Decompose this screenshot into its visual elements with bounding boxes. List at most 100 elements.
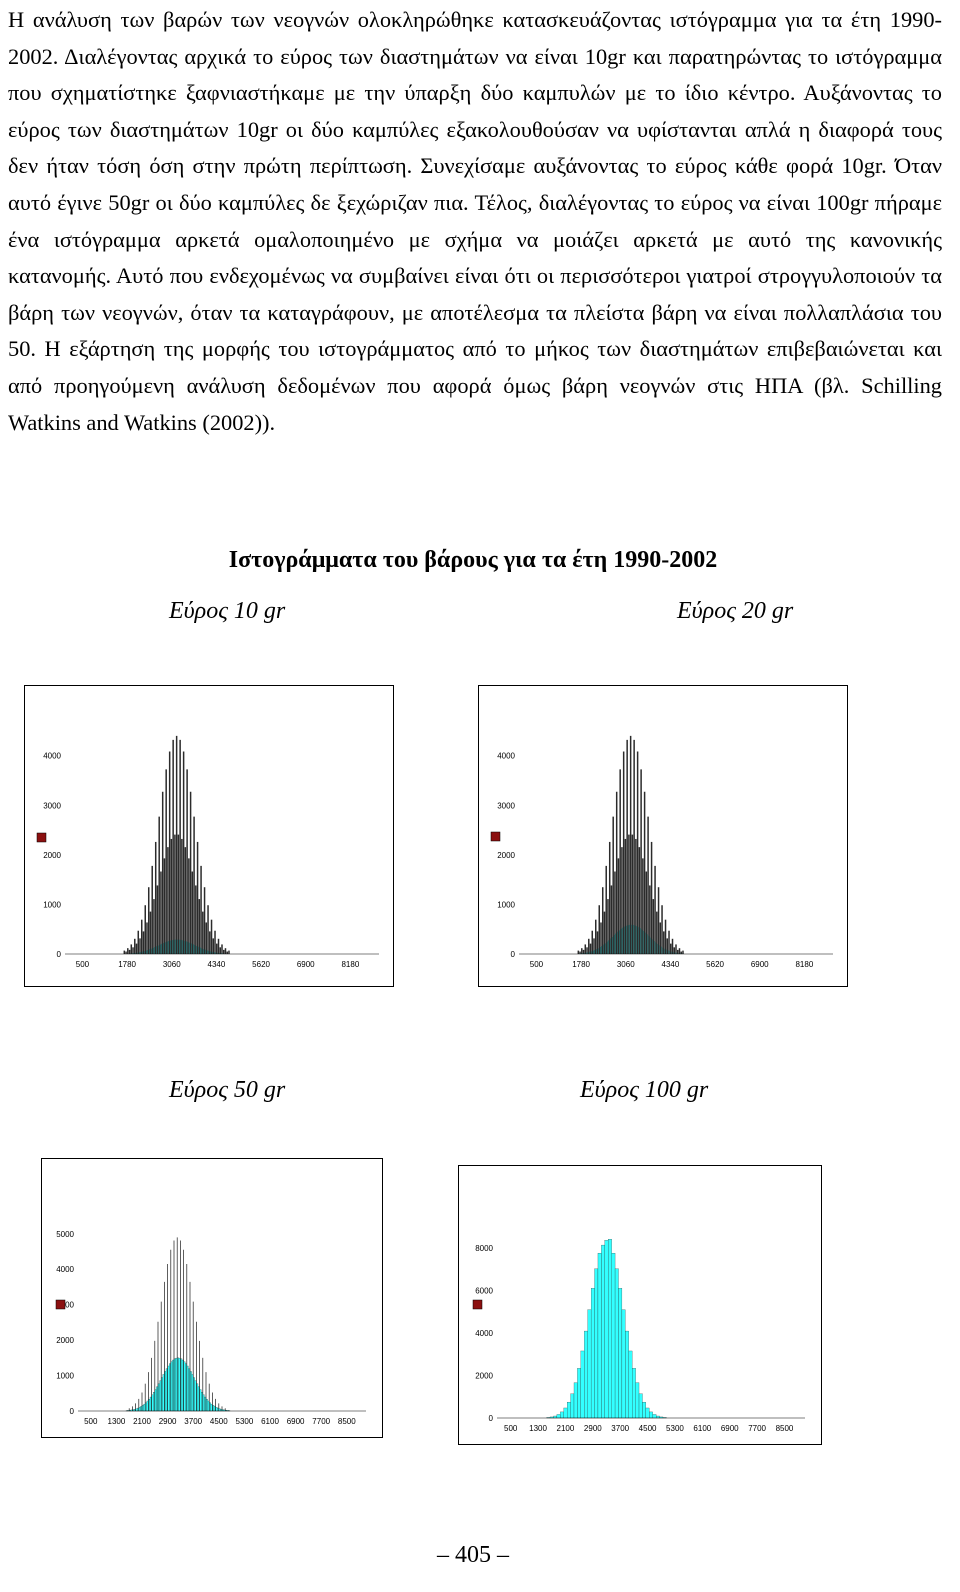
histogram-bar [618, 1288, 623, 1419]
y-tick-label: 4000 [497, 752, 515, 761]
y-tick-label: 0 [57, 950, 62, 959]
histogram-bar [560, 1411, 564, 1419]
y-tick-label: 2000 [43, 851, 61, 860]
x-tick-label: 2900 [159, 1417, 177, 1426]
x-tick-label: 2900 [584, 1424, 602, 1433]
y-tick-label: 0 [511, 950, 516, 959]
histogram-bar [645, 1407, 650, 1419]
x-tick-label: 6900 [721, 1424, 739, 1433]
histogram-bar [625, 1330, 629, 1419]
histogram-bar [638, 1393, 643, 1419]
histogram-bar [573, 1382, 578, 1419]
x-tick-label: 6900 [287, 1417, 305, 1426]
y-tick-label: 0 [70, 1407, 75, 1416]
y-tick-label: 1000 [43, 900, 61, 909]
x-tick-label: 8500 [338, 1417, 356, 1426]
histogram-svg: 0 1000 2000 3000 4000 500 1780 3060 4340 5620 6900… [36, 735, 379, 969]
histogram-bar [604, 1240, 609, 1419]
histogram-bar [570, 1393, 575, 1419]
x-tick-label: 2100 [133, 1417, 151, 1426]
histogram-bar [611, 1252, 616, 1419]
x-tick-label: 4500 [639, 1424, 657, 1433]
histogram-50gr: 0 1000 2000 3000 4000 5000 500 1300 2100 2900 3700… [41, 1158, 383, 1438]
x-tick-label: 7700 [748, 1424, 766, 1433]
y-tick-label: 0 [489, 1414, 494, 1423]
x-tick-label: 500 [76, 960, 90, 969]
x-tick-label: 1780 [572, 960, 590, 969]
histogram-bar [556, 1414, 561, 1419]
histogram-bar [642, 1401, 646, 1419]
page-number: – 405 – [437, 1542, 509, 1568]
x-tick-label: 5620 [706, 960, 724, 969]
histogram-bar [608, 1239, 612, 1419]
x-tick-label: 6900 [751, 960, 769, 969]
legend-marker [472, 1299, 483, 1310]
histogram-bar [577, 1368, 581, 1419]
histogram-20gr: 0 1000 2000 3000 4000 500 1780 3060 4340 5620 6900… [478, 685, 848, 987]
histogram-bar [590, 1288, 595, 1419]
x-tick-label: 4340 [662, 960, 680, 969]
y-tick-label: 3000 [56, 1301, 74, 1310]
x-tick-label: 5620 [252, 960, 270, 969]
x-tick-label: 3700 [184, 1417, 202, 1426]
figure-heading: Ιστογράμματα του βάρους για τα έτη 1990-… [228, 547, 718, 573]
x-tick-label: 2100 [557, 1424, 575, 1433]
histogram-svg: 0 1000 2000 3000 4000 5000 500 1300 2100 2900 3700… [55, 1230, 366, 1426]
x-tick-label: 6100 [693, 1424, 711, 1433]
y-tick-label: 4000 [475, 1329, 493, 1338]
y-tick-label: 2000 [475, 1371, 493, 1380]
histogram-bar [601, 1244, 605, 1419]
chart-title-10gr: Εύρος 10 gr [169, 598, 286, 624]
x-tick-label: 1780 [118, 960, 136, 969]
y-tick-label: 4000 [43, 752, 61, 761]
chart-title-20gr: Εύρος 20 gr [677, 598, 794, 624]
x-tick-label: 8500 [776, 1424, 794, 1433]
x-tick-label: 8180 [795, 960, 813, 969]
chart-title-50gr: Εύρος 50 gr [169, 1077, 286, 1103]
histogram-bar [621, 1309, 626, 1419]
histogram-100gr: 0 2000 4000 6000 8000 500 1300 2100 2900 3700 4500… [458, 1165, 822, 1445]
x-tick-label: 8180 [341, 960, 359, 969]
x-tick-label: 5300 [236, 1417, 254, 1426]
histogram-bar [587, 1309, 592, 1419]
x-tick-label: 500 [530, 960, 544, 969]
y-tick-label: 6000 [475, 1286, 493, 1295]
x-tick-label: 6100 [261, 1417, 279, 1426]
histogram-bar [628, 1350, 633, 1419]
legend-marker [490, 831, 501, 842]
histogram-bar [563, 1407, 568, 1419]
x-tick-label: 1300 [529, 1424, 547, 1433]
histogram-bar [594, 1268, 599, 1419]
histogram-10gr: 0 1000 2000 3000 4000 500 1780 3060 4340 5620 6900… [24, 685, 394, 987]
y-tick-label: 2000 [497, 851, 515, 860]
histogram-bar [580, 1350, 585, 1419]
histogram-bar [597, 1252, 602, 1419]
histogram-bar [652, 1414, 657, 1419]
histogram-bar [632, 1368, 636, 1419]
y-tick-label: 1000 [497, 900, 515, 909]
legend-marker [36, 832, 47, 843]
y-tick-label: 5000 [56, 1230, 74, 1239]
y-tick-label: 4000 [56, 1265, 74, 1274]
x-tick-label: 500 [84, 1417, 98, 1426]
x-tick-label: 500 [504, 1424, 518, 1433]
histogram-bar [635, 1382, 640, 1419]
histogram-bar [614, 1268, 619, 1419]
x-tick-label: 1300 [108, 1417, 126, 1426]
chart-title-100gr: Εύρος 100 gr [580, 1077, 709, 1103]
x-tick-label: 7700 [312, 1417, 330, 1426]
y-tick-label: 2000 [56, 1336, 74, 1345]
x-tick-label: 4340 [208, 960, 226, 969]
x-tick-label: 3060 [163, 960, 181, 969]
y-tick-label: 3000 [43, 801, 61, 810]
x-tick-label: 5300 [666, 1424, 684, 1433]
histogram-svg: 0 2000 4000 6000 8000 500 1300 2100 2900 3700 4500… [472, 1239, 805, 1433]
y-tick-label: 8000 [475, 1244, 493, 1253]
legend-marker [55, 1299, 66, 1310]
x-tick-label: 3700 [611, 1424, 629, 1433]
histogram-bar [584, 1330, 588, 1419]
y-tick-label: 3000 [497, 801, 515, 810]
x-tick-label: 3060 [617, 960, 635, 969]
x-tick-label: 4500 [210, 1417, 228, 1426]
histogram-svg: 0 1000 2000 3000 4000 500 1780 3060 4340 5620 6900… [490, 735, 833, 969]
